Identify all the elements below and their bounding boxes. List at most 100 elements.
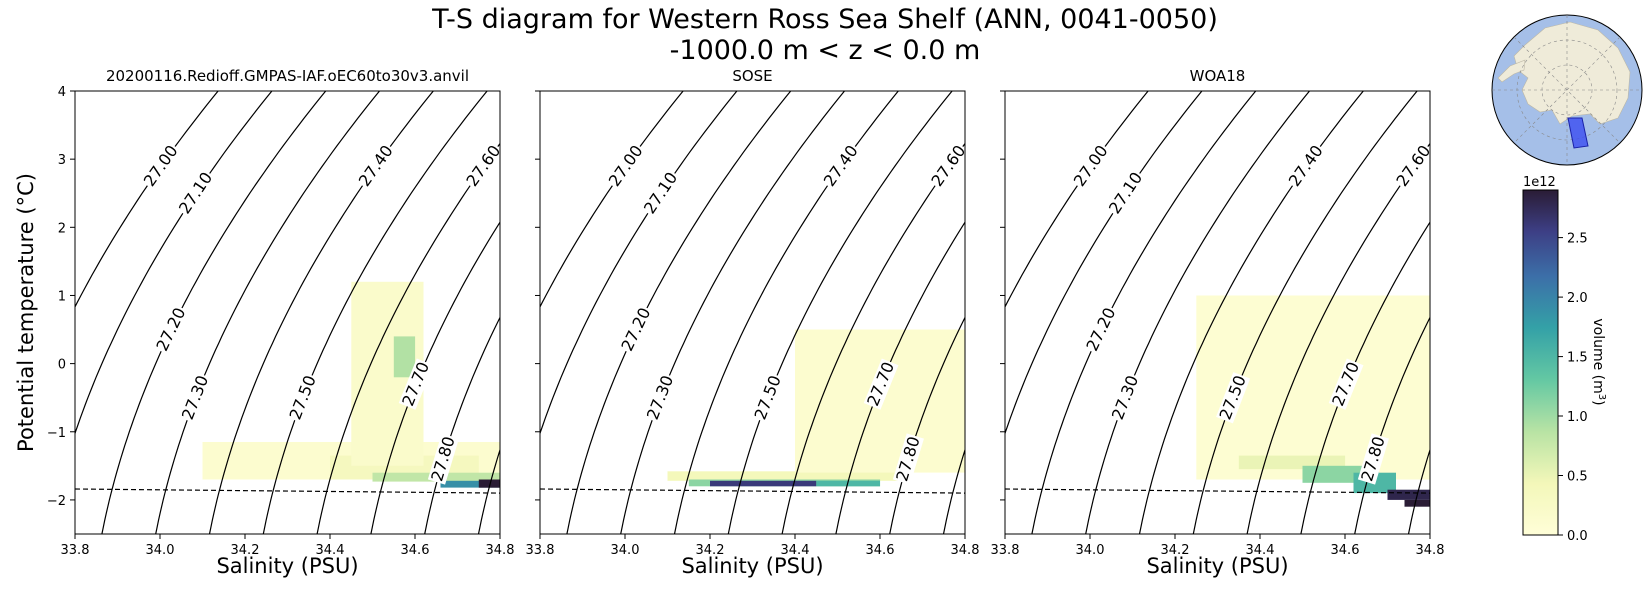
histogram-cell — [478, 479, 500, 488]
y-tick-label: 0 — [58, 358, 66, 373]
inset-map — [1491, 14, 1643, 166]
panel-title: 20200116.Redioff.GMPAS-IAF.oEC60to30v3.a… — [106, 67, 469, 85]
figure-title-line1: T-S diagram for Western Ross Sea Shelf (… — [431, 4, 1218, 35]
isopycnal-27.10 — [540, 91, 738, 436]
colorbar-tick-label: 1.5 — [1567, 351, 1588, 366]
isopycnal-27.70 — [835, 221, 965, 534]
x-tick-label: 34.6 — [866, 543, 895, 558]
isopycnal-27.90 — [477, 447, 500, 534]
contour-label-bg — [1357, 433, 1389, 485]
x-axis-label: Salinity (PSU) — [1146, 554, 1288, 578]
y-tick-label: 2 — [58, 221, 66, 236]
histogram-cell — [795, 329, 965, 473]
colorbar-label-end: ) — [1590, 400, 1606, 405]
histogram-cell — [667, 471, 902, 481]
contour-label-bg — [643, 372, 678, 424]
contour-label-bg — [139, 141, 183, 191]
x-tick-label: 34.2 — [696, 543, 725, 558]
isopycnal-27.90 — [1407, 447, 1430, 534]
panel-title: WOA18 — [1190, 67, 1246, 85]
isopycnal-27.30 — [620, 91, 846, 534]
colorbar-gradient — [1522, 189, 1559, 536]
contour-label-bg — [1328, 358, 1364, 410]
freezing-line — [1005, 488, 1430, 494]
histogram-cell — [1387, 489, 1430, 500]
contour-label-bg — [152, 303, 190, 356]
contour-label-bg — [398, 358, 434, 410]
contour-label-bg — [1284, 141, 1328, 191]
colorbar-tick-label: 1.0 — [1567, 410, 1588, 425]
contour-label-bg — [1082, 303, 1120, 356]
colorbar-multiplier: 1e12 — [1523, 175, 1556, 190]
y-tick-label: 3 — [58, 153, 66, 168]
x-tick-label: 34.0 — [1076, 543, 1105, 558]
colorbar-tick-label: 2.5 — [1567, 232, 1588, 247]
histogram-cell — [1404, 499, 1430, 507]
x-tick-label: 34.2 — [1161, 543, 1190, 558]
contour-label-bg — [1108, 372, 1143, 424]
isopycnal-27.10 — [75, 91, 273, 436]
inset-meridian — [1513, 36, 1621, 144]
x-tick-label: 34.8 — [951, 543, 980, 558]
contour-label-bg — [1069, 141, 1113, 191]
y-tick-label: 4 — [58, 85, 66, 100]
histogram-cell — [710, 480, 817, 487]
x-tick-label: 34.0 — [146, 543, 175, 558]
x-axis-label: Salinity (PSU) — [216, 554, 358, 578]
contour-label-bg — [1216, 372, 1251, 424]
colorbar: 1e12 0.0 0.5 1.0 1.5 2.0 2.5 volume (m3) — [1522, 175, 1607, 544]
ts-panel-3: 27.0027.1027.2027.3027.4027.5027.6027.70… — [991, 67, 1445, 578]
ts-panel-2: 27.0027.1027.2027.3027.4027.5027.6027.70… — [526, 67, 980, 578]
x-tick-label: 34.8 — [486, 543, 515, 558]
inset-land-group — [1492, 15, 1642, 165]
x-tick-label: 33.8 — [991, 543, 1020, 558]
colorbar-tick-label: 0.5 — [1567, 470, 1588, 485]
x-tick-label: 33.8 — [526, 543, 555, 558]
isopycnal-27.70 — [370, 221, 500, 534]
contour-label-bg — [819, 141, 863, 191]
isopycnal-27.30 — [155, 91, 381, 534]
isopycnal-27.50 — [262, 91, 488, 534]
isopycnal-27.50 — [727, 91, 953, 534]
freezing-line — [75, 488, 500, 494]
contour-label-bg — [1392, 141, 1430, 191]
isopycnal-27.90 — [942, 447, 965, 534]
contour-label-bg — [892, 433, 924, 485]
panel-title: SOSE — [732, 67, 772, 85]
figure-title-line2: -1000.0 m < z < 0.0 m — [670, 35, 981, 66]
colorbar-tick-label: 0.0 — [1567, 529, 1588, 544]
histogram-cell — [440, 480, 500, 488]
x-tick-label: 34.6 — [1331, 543, 1360, 558]
y-tick-label: −2 — [47, 494, 66, 509]
isopycnal-27.70 — [1300, 221, 1430, 534]
contour-label-bg — [640, 168, 682, 219]
x-tick-label: 33.8 — [61, 543, 90, 558]
contour-label-bg — [1105, 168, 1147, 219]
x-tick-label: 34.4 — [316, 543, 345, 558]
isopycnal-27.10 — [1005, 91, 1203, 436]
colorbar-label-sup: 3 — [1596, 394, 1607, 400]
region-highlight — [1567, 117, 1589, 149]
contour-label-bg — [286, 372, 321, 424]
x-tick-label: 34.0 — [611, 543, 640, 558]
colorbar-tick-label: 2.0 — [1567, 291, 1588, 306]
isopycnal-27.30 — [1085, 91, 1311, 534]
plot-frame — [74, 90, 501, 535]
x-tick-label: 34.8 — [1416, 543, 1445, 558]
antarctica-shape — [1513, 21, 1631, 125]
y-axis-label: Potential temperature (°C) — [14, 173, 38, 452]
plot-frame — [539, 90, 966, 535]
x-tick-label: 34.6 — [401, 543, 430, 558]
contour-label-bg — [178, 372, 213, 424]
isopycnal-27.50 — [1192, 91, 1418, 534]
x-tick-label: 34.2 — [231, 543, 260, 558]
contour-label-bg — [927, 141, 965, 191]
contour-label-bg — [427, 433, 459, 485]
colorbar-label: volume (m3) — [1590, 318, 1607, 405]
x-tick-label: 34.4 — [1246, 543, 1275, 558]
x-tick-label: 34.4 — [781, 543, 810, 558]
contour-label-bg — [751, 372, 786, 424]
contour-label-bg — [604, 141, 648, 191]
y-tick-label: 1 — [58, 289, 66, 304]
